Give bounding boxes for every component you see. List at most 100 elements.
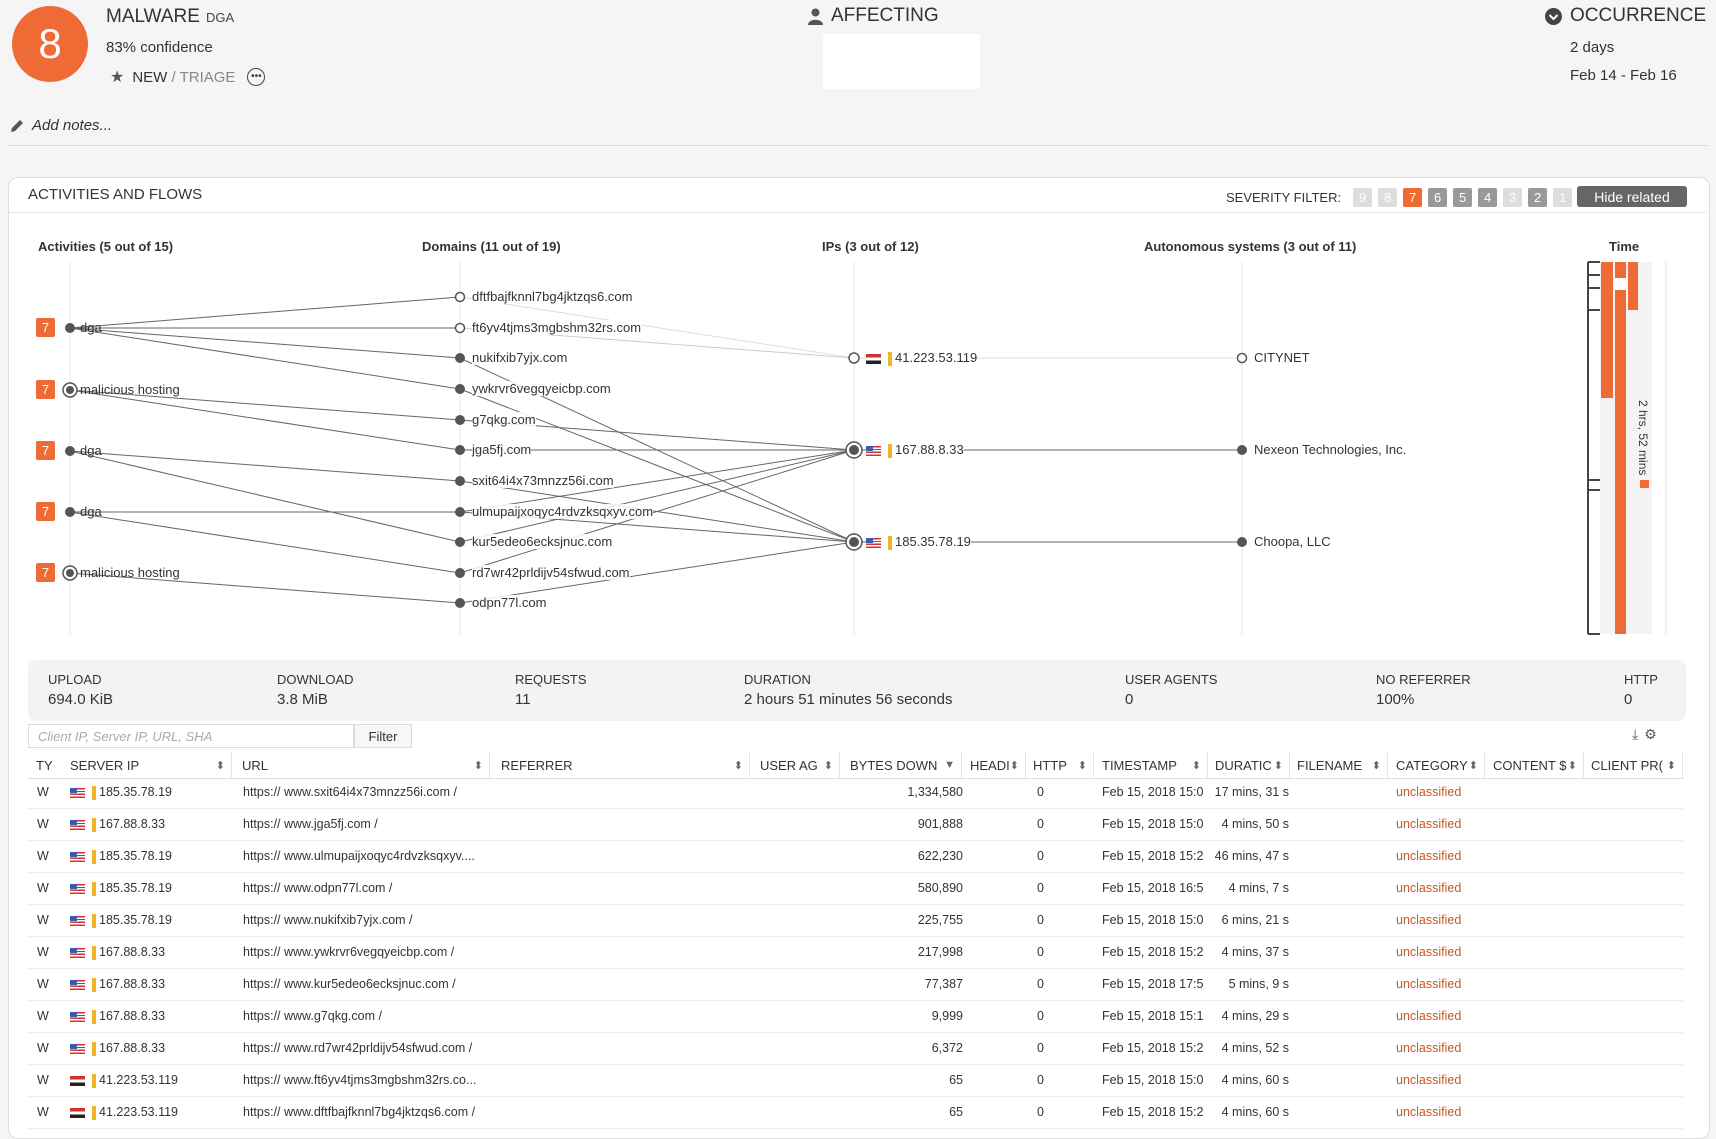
sort-icon[interactable]: ⬍ xyxy=(1273,759,1283,772)
server-ip[interactable]: 167.88.8.33 xyxy=(99,817,166,831)
domain-label[interactable]: ulmupaijxoqyc4rdvzksqxyv.com xyxy=(472,504,654,519)
domain-label[interactable]: g7qkg.com xyxy=(472,412,536,427)
severity-filter-5[interactable]: 5 xyxy=(1453,188,1473,207)
severity-filter-4[interactable]: 4 xyxy=(1478,188,1498,207)
activity-label[interactable]: dga xyxy=(80,504,102,519)
column-header[interactable]: TIMESTAMP ⬍ xyxy=(1102,752,1208,778)
domain-label[interactable]: dftfbajfknnl7bg4jktzqs6.com xyxy=(472,289,633,304)
filter-button[interactable]: Filter xyxy=(354,724,412,748)
star-icon[interactable]: ★ xyxy=(110,69,125,86)
severity-filter-2[interactable]: 2 xyxy=(1528,188,1548,207)
server-ip[interactable]: 185.35.78.19 xyxy=(99,785,172,799)
occurrence-header: OCCURRENCE xyxy=(1545,5,1706,27)
domain-label[interactable]: rd7wr42prldijv54sfwud.com xyxy=(472,565,630,580)
domain-label[interactable]: ywkrvr6vegqyeicbp.com xyxy=(472,381,611,396)
as-label[interactable]: Choopa, LLC xyxy=(1254,534,1331,549)
as-label[interactable]: CITYNET xyxy=(1254,350,1310,365)
domain-label[interactable]: odpn77l.com xyxy=(472,595,547,610)
table-row[interactable] xyxy=(28,777,1683,809)
table-row[interactable] xyxy=(28,841,1683,873)
activity-label[interactable]: malicious hosting xyxy=(80,565,180,580)
domain-label[interactable]: ft6yv4tjms3mgbshm32rs.com xyxy=(472,320,642,335)
server-ip[interactable]: 167.88.8.33 xyxy=(99,977,166,991)
ip-label-group[interactable]: 167.88.8.33 xyxy=(866,442,964,458)
more-options-icon[interactable]: ••• xyxy=(247,68,266,86)
server-ip[interactable]: 41.223.53.119 xyxy=(99,1073,179,1087)
domain-label[interactable]: nukifxib7yjx.com xyxy=(472,350,568,365)
sort-desc-icon[interactable]: ▼ xyxy=(944,759,955,771)
sort-icon[interactable]: ⬍ xyxy=(1666,759,1676,772)
time-header: Time xyxy=(1609,239,1640,254)
status-triage[interactable]: / TRIAGE xyxy=(171,68,236,86)
table-row[interactable] xyxy=(28,873,1683,905)
table-row[interactable] xyxy=(28,809,1683,841)
ip-address[interactable]: 41.223.53.119 xyxy=(895,350,978,365)
column-header[interactable]: REFERRER ⬍ xyxy=(501,752,750,778)
table-row[interactable] xyxy=(28,937,1683,969)
column-header[interactable]: CATEGORY ⬍ xyxy=(1396,752,1485,778)
column-header[interactable]: BYTES DOWN ▼ xyxy=(850,752,962,778)
severity-filter-9[interactable]: 9 xyxy=(1353,188,1373,207)
add-notes[interactable]: Add notes... xyxy=(10,117,112,134)
column-header[interactable]: TY xyxy=(36,752,66,778)
server-ip[interactable]: 185.35.78.19 xyxy=(99,849,172,863)
severity-filter-8[interactable]: 8 xyxy=(1378,188,1398,207)
column-header[interactable]: CLIENT PR(⬍ xyxy=(1591,752,1683,778)
table-row[interactable] xyxy=(28,969,1683,1001)
server-ip[interactable]: 167.88.8.33 xyxy=(99,1041,166,1055)
server-ip[interactable]: 167.88.8.33 xyxy=(99,945,166,959)
column-header[interactable]: HEADI ⬍ xyxy=(970,752,1026,778)
activity-label[interactable]: dga xyxy=(80,443,102,458)
flows-filter-input[interactable]: Client IP, Server IP, URL, SHA xyxy=(28,724,354,748)
as-label[interactable]: Nexeon Technologies, Inc. xyxy=(1254,442,1407,457)
sort-icon[interactable]: ⬍ xyxy=(1468,759,1478,772)
ip-address[interactable]: 185.35.78.19 xyxy=(895,534,971,549)
notes-placeholder[interactable]: Add notes... xyxy=(32,117,113,134)
ip-label-group[interactable]: 41.223.53.119 xyxy=(866,350,978,366)
table-row[interactable] xyxy=(28,905,1683,937)
severity-filter-7[interactable]: 7 xyxy=(1403,188,1423,207)
sort-icon[interactable]: ⬍ xyxy=(1191,759,1201,772)
table-row[interactable] xyxy=(28,1001,1683,1033)
chevron-down-circle-icon[interactable] xyxy=(1545,7,1562,25)
severity-filter-3[interactable]: 3 xyxy=(1503,188,1523,207)
settings-icon[interactable]: ⚙ xyxy=(1644,726,1657,742)
domain-label[interactable]: jga5fj.com xyxy=(472,442,532,457)
severity-filter-6[interactable]: 6 xyxy=(1428,188,1448,207)
column-header[interactable]: FILENAME ⬍ xyxy=(1297,752,1388,778)
column-header[interactable]: CONTENT $ ⬍ xyxy=(1493,752,1584,778)
column-header-label: CATEGORY xyxy=(1396,757,1468,773)
sort-icon[interactable]: ⬍ xyxy=(215,759,225,772)
column-header[interactable]: SERVER IP ⬍ xyxy=(70,752,232,778)
sort-icon[interactable]: ⬍ xyxy=(1371,759,1381,772)
sort-icon[interactable]: ⬍ xyxy=(473,759,483,772)
server-ip[interactable]: 167.88.8.33 xyxy=(99,1009,166,1023)
column-header[interactable]: URL ⬍ xyxy=(242,752,490,778)
ip-label-group[interactable]: 185.35.78.19 xyxy=(866,534,971,550)
server-ip[interactable]: 41.223.53.119 xyxy=(99,1105,179,1119)
table-row[interactable] xyxy=(28,1065,1683,1097)
activity-label[interactable]: dga xyxy=(80,320,102,335)
server-ip[interactable]: 185.35.78.19 xyxy=(99,881,172,895)
sort-icon[interactable]: ⬍ xyxy=(1567,759,1577,772)
sort-icon[interactable]: ⬍ xyxy=(1009,759,1019,772)
egypt-flag-icon xyxy=(70,1075,85,1086)
activity-label[interactable]: malicious hosting xyxy=(80,382,180,397)
sort-icon[interactable]: ⬍ xyxy=(733,759,743,772)
ip-address[interactable]: 167.88.8.33 xyxy=(895,442,964,457)
column-header[interactable]: USER AG ⬍ xyxy=(760,752,840,778)
sort-icon[interactable]: ⬍ xyxy=(823,759,833,772)
domain-label[interactable]: sxit64i4x73mnzz56i.com xyxy=(472,473,614,488)
severity-filter-1[interactable]: 1 xyxy=(1553,188,1573,207)
sort-icon[interactable]: ⬍ xyxy=(1077,759,1087,772)
server-ip[interactable]: 185.35.78.19 xyxy=(99,913,172,927)
http-status-cell: 0 xyxy=(1037,945,1044,959)
table-row[interactable] xyxy=(28,1033,1683,1065)
status-new[interactable]: NEW / TRIAGE xyxy=(132,68,236,86)
hide-related-button[interactable]: Hide related xyxy=(1577,186,1687,207)
download-icon[interactable]: ⤓ xyxy=(1632,726,1639,742)
domain-label[interactable]: kur5edeo6ecksjnuc.com xyxy=(472,534,613,549)
column-header[interactable]: HTTP ⬍ xyxy=(1033,752,1094,778)
column-header[interactable]: DURATIC ⬍ xyxy=(1215,752,1290,778)
affecting-hosts[interactable] xyxy=(823,34,980,89)
